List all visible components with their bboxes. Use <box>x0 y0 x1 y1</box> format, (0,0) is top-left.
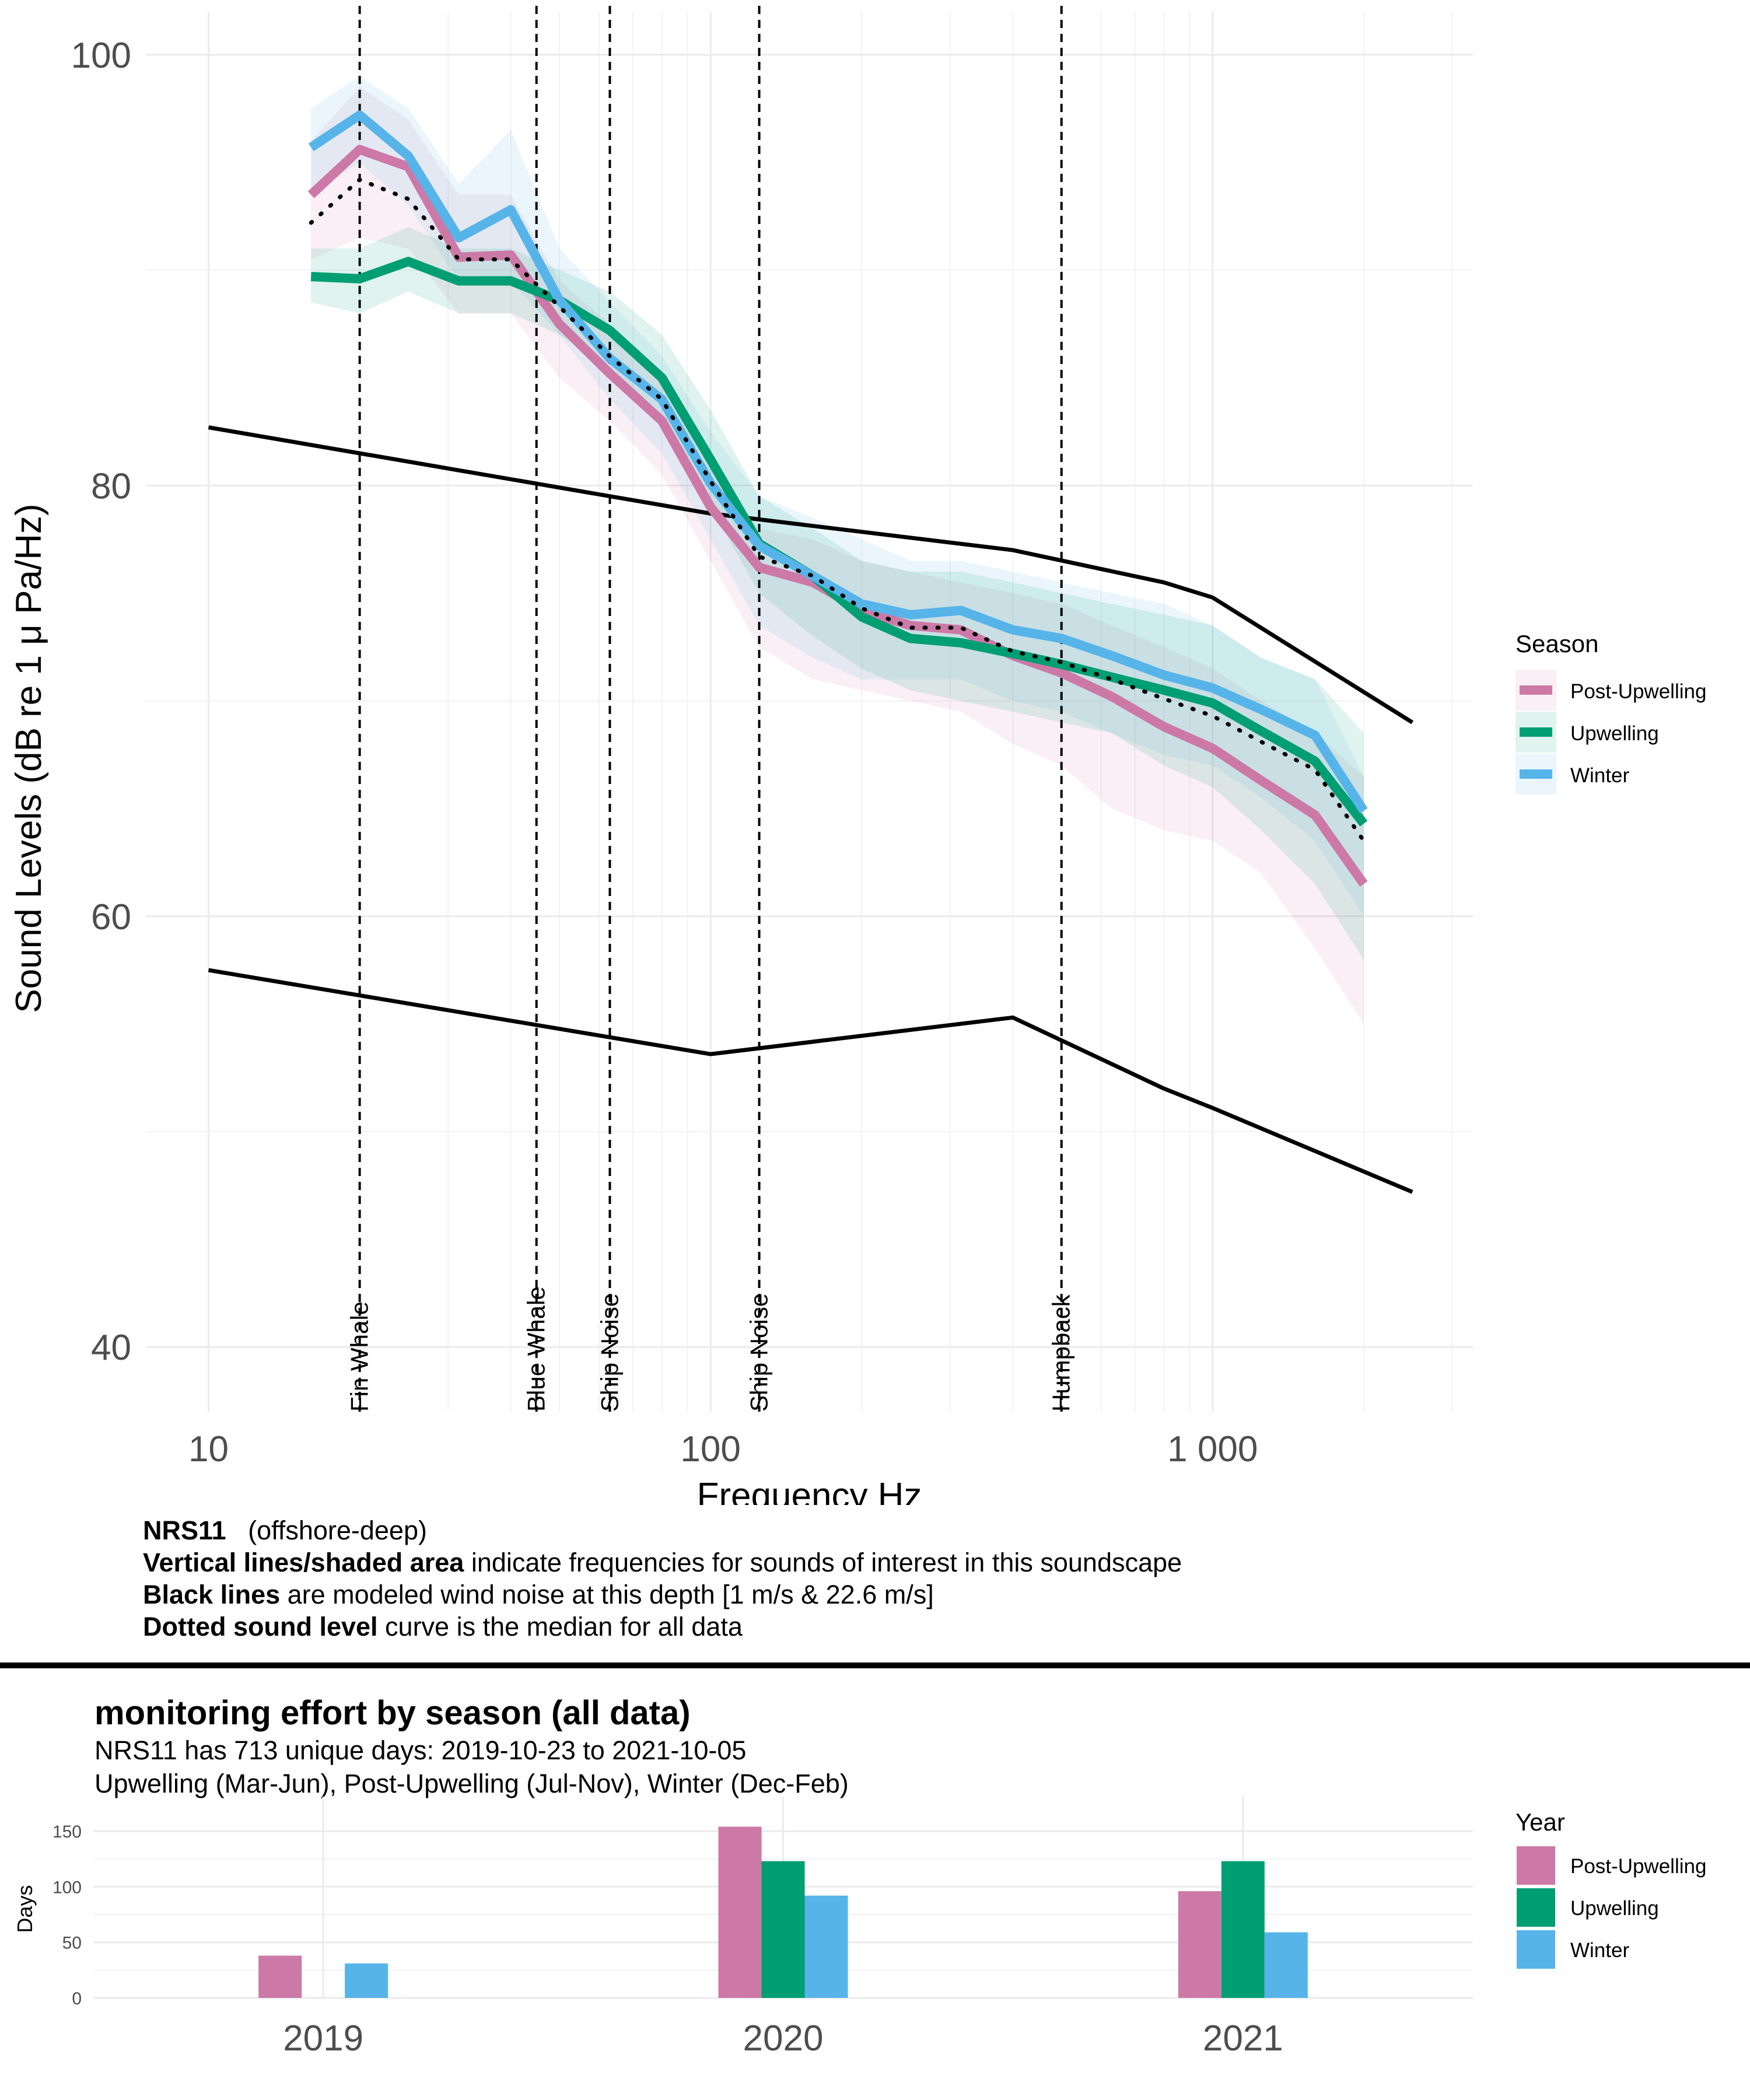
x-tick-label: 1 000 <box>1167 1429 1258 1469</box>
legend-title: Year <box>1516 1808 1565 1836</box>
station-name: NRS11 <box>143 1516 226 1545</box>
y-axis-title: Days <box>13 1885 37 1933</box>
legend-key-post-upwelling <box>1517 1846 1555 1885</box>
x-tick-label: 2021 <box>1203 2018 1283 2059</box>
bar-2019-winter <box>345 1963 388 1998</box>
wind-noise-line-1-m-s <box>208 968 1413 1194</box>
effort-subtitle-days: NRS11 has 713 unique days: 2019-10-23 to… <box>94 1735 747 1765</box>
y-tick-label: 0 <box>72 1989 82 2008</box>
notes-vertical-lines: Vertical lines/shaded area indicate freq… <box>143 1546 1182 1578</box>
y-tick-label: 40 <box>91 1328 131 1368</box>
ribbon-winter <box>311 76 1364 916</box>
notes-station-line: NRS11 (offshore-deep) <box>143 1514 1182 1546</box>
notes-dotted-bold: Dotted sound level <box>143 1612 378 1642</box>
notes-dotted-line: Dotted sound level curve is the median f… <box>143 1611 1182 1643</box>
bar-2021-upwelling <box>1221 1861 1265 1998</box>
y-tick-label: 60 <box>91 897 131 937</box>
notes-black-lines: Black lines are modeled wind noise at th… <box>143 1578 1182 1611</box>
x-tick-label: 2019 <box>283 2018 363 2059</box>
x-tick-label: 2020 <box>743 2018 824 2059</box>
notes-dotted-text: curve is the median for all data <box>377 1612 743 1642</box>
figure-notes: NRS11 (offshore-deep) Vertical lines/sha… <box>143 1514 1182 1643</box>
legend-label-winter: Winter <box>1570 764 1629 787</box>
bar-2021-post-upwelling <box>1178 1891 1222 1998</box>
y-tick-label: 150 <box>52 1822 82 1842</box>
notes-vertical-text: indicate frequencies for sounds of inter… <box>464 1548 1182 1577</box>
annotation-label-fin-whale: Fin Whale <box>346 1301 373 1412</box>
legend-label-upwelling: Upwelling <box>1570 722 1659 745</box>
bar-2021-winter <box>1264 1932 1308 1998</box>
legend-label-post-upwelling: Post-Upwelling <box>1570 680 1706 703</box>
legend-key-winter <box>1517 1930 1555 1969</box>
notes-black-text: are modeled wind noise at this depth [1 … <box>280 1580 934 1609</box>
legend-title: Season <box>1516 630 1598 657</box>
x-tick-label: 10 <box>188 1429 229 1469</box>
y-tick-label: 100 <box>52 1878 82 1897</box>
x-tick-label: 100 <box>680 1429 740 1469</box>
section-divider <box>0 1662 1750 1668</box>
legend-label-winter: Winter <box>1570 1939 1629 1962</box>
effort-header: monitoring effort by season (all data) N… <box>94 1693 849 1800</box>
y-tick-label: 80 <box>91 466 131 506</box>
effort-bar-chart: 0 50 100 150 2019 2020 2021 Days YearPost-Upwel… <box>13 1797 1706 2059</box>
legend-key-upwelling <box>1517 1888 1555 1927</box>
legend-label-post-upwelling: Post-Upwelling <box>1570 1855 1706 1878</box>
annotation-label-blue-whale: Blue Whale <box>523 1286 550 1412</box>
y-tick-label: 100 <box>71 36 131 76</box>
series-line-upwelling <box>310 257 1368 827</box>
wind-noise-line-22-6-m-s <box>208 425 1414 724</box>
bar-2020-upwelling <box>761 1861 805 1998</box>
bar-2020-winter <box>804 1895 848 1998</box>
notes-black-bold: Black lines <box>143 1580 281 1609</box>
x-axis-title: Frequency Hz <box>697 1476 922 1505</box>
effort-subtitle-seasons: Upwelling (Mar-Jun), Post-Upwelling (Jul… <box>94 1769 849 1798</box>
y-axis-title: Sound Levels (dB re 1 μ Pa/Hz) <box>9 503 49 1013</box>
legend-label-upwelling: Upwelling <box>1570 1897 1659 1920</box>
bar-2020-post-upwelling <box>718 1826 762 1998</box>
annotation-label-ship-noise: Ship Noise <box>746 1293 773 1412</box>
annotation-label-ship-noise: Ship Noise <box>596 1293 623 1412</box>
station-type: (offshore-deep) <box>248 1516 427 1545</box>
bar-2019-post-upwelling <box>258 1955 302 1998</box>
y-tick-label: 50 <box>62 1934 82 1953</box>
series-line-winter <box>308 110 1368 814</box>
notes-vertical-bold: Vertical lines/shaded area <box>143 1548 464 1577</box>
sound-level-chart: Fin Whale Blue Whale Ship Noise Ship Noise H… <box>9 6 1706 1505</box>
effort-title: monitoring effort by season (all data) <box>94 1694 691 1732</box>
annotation-label-humpback: Humpback <box>1048 1294 1075 1412</box>
